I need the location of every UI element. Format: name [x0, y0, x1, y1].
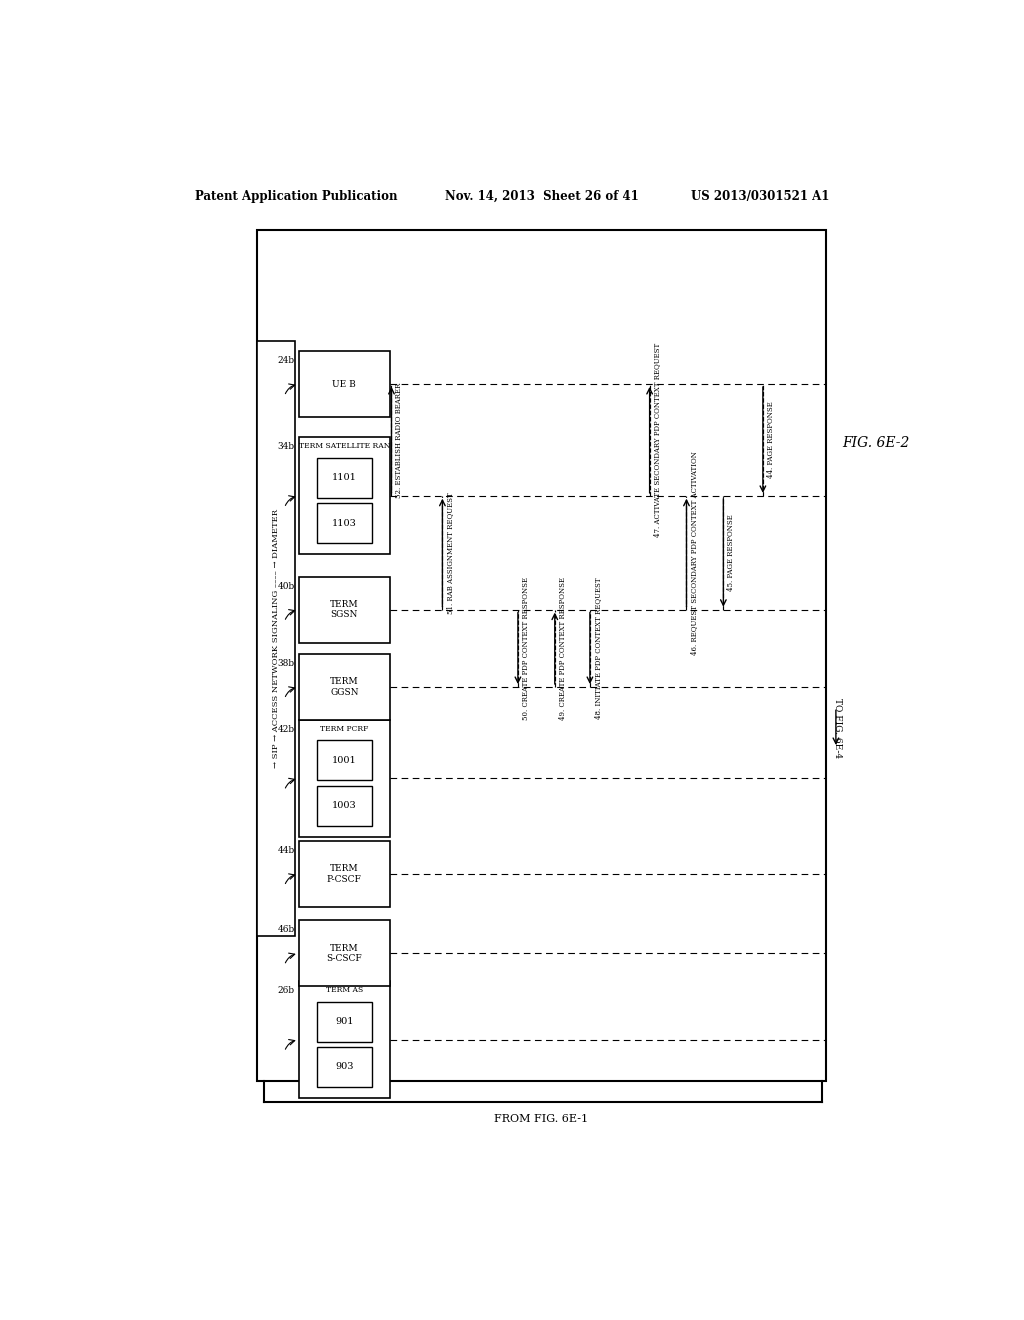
Text: TERM
SGSN: TERM SGSN [330, 601, 358, 619]
Bar [316, 741, 372, 780]
Text: 40b: 40b [278, 582, 295, 591]
Bar [299, 981, 390, 1098]
Text: 46b: 46b [278, 925, 295, 935]
Text: 50. CREATE PDP CONTEXT RESPONSE: 50. CREATE PDP CONTEXT RESPONSE [522, 577, 529, 719]
Text: 44. PAGE RESPONSE: 44. PAGE RESPONSE [767, 401, 775, 478]
Bar [257, 230, 826, 1081]
Text: TO FIG. 6E-4: TO FIG. 6E-4 [833, 697, 842, 758]
Bar [316, 1002, 372, 1041]
Bar [299, 920, 390, 986]
Text: 44b: 44b [278, 846, 295, 855]
Text: FROM FIG. 6E-1: FROM FIG. 6E-1 [495, 1114, 589, 1123]
Text: 38b: 38b [278, 659, 295, 668]
Text: TERM PCRF: TERM PCRF [321, 725, 369, 733]
Text: → SIP → ACCESS NETWORK SIGNALING –––– → DIAMETER: → SIP → ACCESS NETWORK SIGNALING –––– → … [271, 510, 280, 768]
Bar [316, 785, 372, 826]
Text: 901: 901 [335, 1018, 353, 1026]
Text: 52. ESTABLISH RADIO BEARER: 52. ESTABLISH RADIO BEARER [395, 383, 403, 498]
Bar [316, 458, 372, 498]
Text: TERM SATELLITE RAN: TERM SATELLITE RAN [299, 442, 390, 450]
Text: Nov. 14, 2013  Sheet 26 of 41: Nov. 14, 2013 Sheet 26 of 41 [445, 190, 639, 202]
Text: 34b: 34b [278, 442, 295, 451]
Text: 49. CREATE PDP CONTEXT RESPONSE: 49. CREATE PDP CONTEXT RESPONSE [559, 577, 566, 719]
Text: FIG. 6E-2: FIG. 6E-2 [842, 436, 909, 450]
Text: 24b: 24b [278, 356, 295, 366]
Text: TERM AS: TERM AS [326, 986, 362, 994]
Bar [299, 351, 390, 417]
Text: TERM
P-CSCF: TERM P-CSCF [327, 865, 361, 883]
Text: 46. REQUEST SECONDARY PDP CONTEXT ACTIVATION: 46. REQUEST SECONDARY PDP CONTEXT ACTIVA… [690, 451, 698, 655]
Text: UE B: UE B [333, 380, 356, 388]
Bar [299, 841, 390, 907]
Text: 48. INITIATE PDP CONTEXT REQUEST: 48. INITIATE PDP CONTEXT REQUEST [594, 577, 602, 719]
Text: 1001: 1001 [332, 756, 356, 764]
Text: US 2013/0301521 A1: US 2013/0301521 A1 [691, 190, 829, 202]
Text: TERM
GGSN: TERM GGSN [330, 677, 358, 697]
Bar [299, 577, 390, 643]
Text: 903: 903 [335, 1063, 353, 1072]
Text: 1103: 1103 [332, 519, 356, 528]
Bar [316, 1047, 372, 1086]
Bar [257, 342, 295, 936]
Text: 42b: 42b [278, 725, 295, 734]
Bar [299, 437, 390, 554]
Text: Patent Application Publication: Patent Application Publication [196, 190, 398, 202]
Bar [299, 653, 390, 719]
Text: TERM
S-CSCF: TERM S-CSCF [327, 944, 362, 962]
Text: 1101: 1101 [332, 474, 356, 482]
Bar [299, 719, 390, 837]
Bar [316, 503, 372, 543]
Text: 45. PAGE RESPONSE: 45. PAGE RESPONSE [727, 515, 735, 591]
Text: 51. RAB ASSIGNMENT REQUEST: 51. RAB ASSIGNMENT REQUEST [446, 492, 455, 614]
Text: 26b: 26b [278, 986, 295, 995]
Text: 1003: 1003 [332, 801, 356, 810]
Text: 47. ACTIVATE SECONDARY PDP CONTEXT REQUEST: 47. ACTIVATE SECONDARY PDP CONTEXT REQUE… [653, 343, 662, 537]
